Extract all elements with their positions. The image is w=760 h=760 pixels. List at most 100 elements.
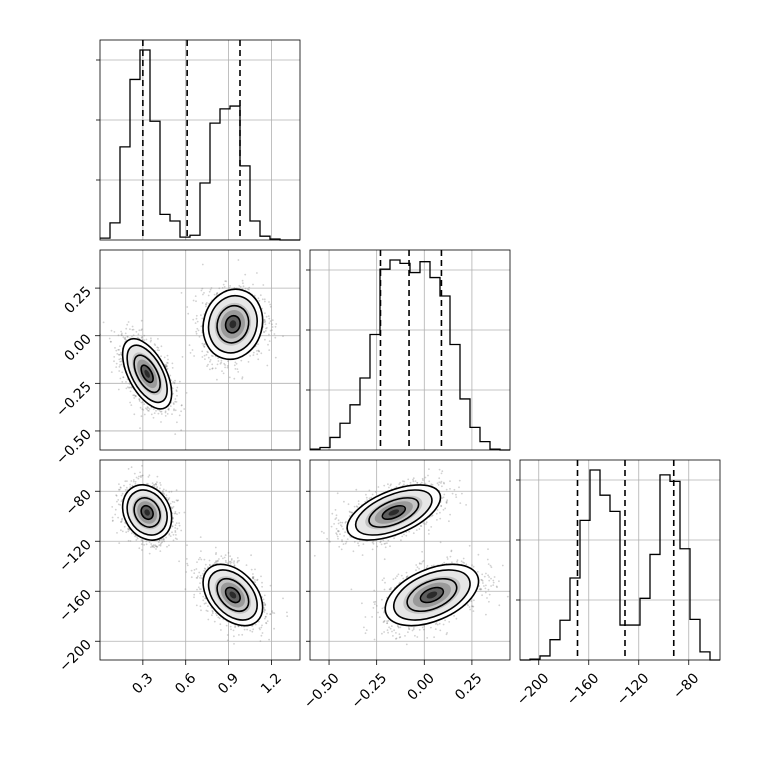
sample-point xyxy=(275,326,277,328)
sample-point xyxy=(136,536,138,538)
sample-point xyxy=(157,476,159,478)
sample-point xyxy=(138,547,140,549)
sample-point xyxy=(149,541,151,543)
sample-point xyxy=(118,542,120,544)
sample-point xyxy=(180,530,182,532)
sample-point xyxy=(201,351,203,353)
sample-point xyxy=(261,635,263,637)
sample-point xyxy=(169,533,171,535)
sample-point xyxy=(153,408,155,410)
sample-point xyxy=(129,484,131,486)
sample-point xyxy=(146,543,148,545)
sample-point xyxy=(157,338,159,340)
sample-point xyxy=(193,300,195,302)
sample-point xyxy=(202,356,204,358)
sample-point xyxy=(180,429,182,431)
sample-point xyxy=(200,605,202,607)
sample-point xyxy=(120,331,122,333)
sample-point xyxy=(223,373,225,375)
sample-point xyxy=(138,333,140,335)
sample-point xyxy=(222,287,224,289)
sample-point xyxy=(217,364,219,366)
sample-point xyxy=(221,370,223,372)
sample-point xyxy=(166,365,168,367)
sample-point xyxy=(163,540,165,542)
sample-point xyxy=(282,335,284,337)
sample-point xyxy=(240,286,242,288)
sample-point xyxy=(120,529,122,531)
sample-point xyxy=(224,286,226,288)
sample-point xyxy=(128,540,130,542)
sample-point xyxy=(267,344,269,346)
sample-point xyxy=(116,353,118,355)
sample-point xyxy=(177,528,179,530)
sample-point xyxy=(132,326,134,328)
histogram-step-line xyxy=(520,470,720,660)
sample-point xyxy=(184,512,186,514)
sample-point xyxy=(157,349,159,351)
sample-point xyxy=(141,543,143,545)
sample-point xyxy=(153,547,155,549)
sample-point xyxy=(196,333,198,335)
sample-point xyxy=(159,488,161,490)
sample-point xyxy=(198,330,200,332)
sample-point xyxy=(270,320,272,322)
sample-point xyxy=(135,395,137,397)
sample-point xyxy=(131,466,133,468)
sample-point xyxy=(133,479,135,481)
sample-point xyxy=(215,560,217,562)
sample-point xyxy=(115,494,117,496)
sample-point xyxy=(204,358,206,360)
sample-point xyxy=(130,540,132,542)
sample-point xyxy=(207,364,209,366)
sample-point xyxy=(121,495,123,497)
sample-point xyxy=(121,381,123,383)
sample-point xyxy=(227,365,229,367)
sample-point xyxy=(125,381,127,383)
sample-point xyxy=(155,410,157,412)
sample-point xyxy=(269,304,271,306)
sample-point xyxy=(249,355,251,357)
sample-point xyxy=(133,334,135,336)
sample-point xyxy=(175,534,177,536)
sample-point xyxy=(113,360,115,362)
sample-point xyxy=(133,413,135,415)
sample-point xyxy=(121,364,123,366)
sample-point xyxy=(112,517,114,519)
sample-point xyxy=(132,394,134,396)
sample-point xyxy=(174,527,176,529)
sample-point xyxy=(130,480,132,482)
sample-point xyxy=(118,370,120,372)
sample-point xyxy=(166,494,168,496)
sample-point xyxy=(181,405,183,407)
sample-point xyxy=(248,289,250,291)
sample-point xyxy=(217,292,219,294)
sample-point xyxy=(265,330,267,332)
sample-point xyxy=(117,517,119,519)
sample-point xyxy=(203,292,205,294)
sample-point xyxy=(153,417,155,419)
sample-point xyxy=(192,319,194,321)
sample-point xyxy=(111,506,113,508)
sample-point xyxy=(182,356,184,358)
sample-point xyxy=(193,355,195,357)
scatter-content xyxy=(99,259,284,435)
sample-point xyxy=(156,481,158,483)
sample-point xyxy=(172,501,174,503)
sample-point xyxy=(269,322,271,324)
sample-point xyxy=(150,340,152,342)
sample-point xyxy=(230,563,232,565)
sample-point xyxy=(170,535,172,537)
histogram-param-0 xyxy=(96,40,300,240)
sample-point xyxy=(221,360,223,362)
sample-point xyxy=(173,410,175,412)
sample-point xyxy=(271,323,273,325)
sample-point xyxy=(126,324,128,326)
sample-point xyxy=(246,629,248,631)
sample-point xyxy=(160,411,162,413)
sample-point xyxy=(165,490,167,492)
sample-point xyxy=(115,366,117,368)
sample-point xyxy=(155,484,157,486)
sample-point xyxy=(209,361,211,363)
sample-point xyxy=(145,541,147,543)
